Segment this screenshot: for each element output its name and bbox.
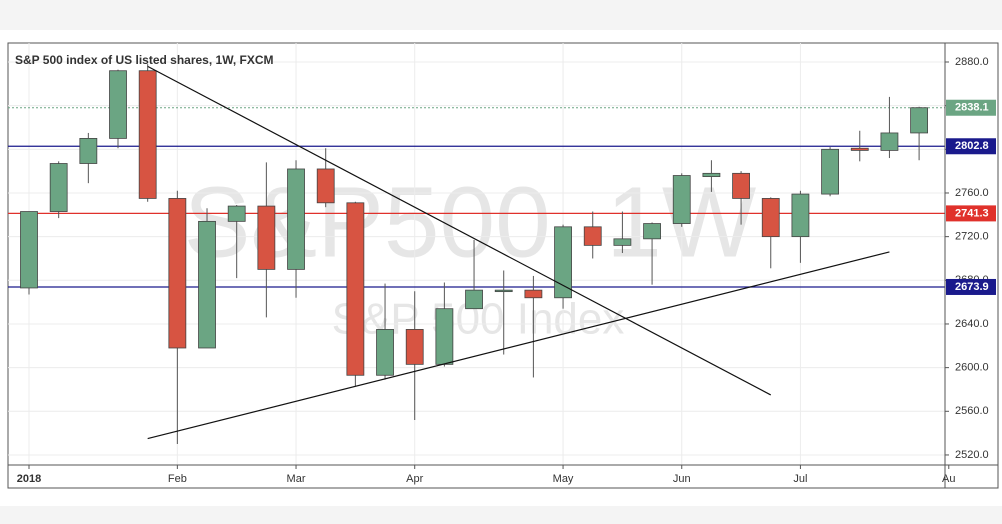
candle-body — [20, 211, 38, 289]
y-tick-label: 2640.0 — [955, 318, 989, 330]
level-label: 2741.3 — [955, 207, 989, 219]
candle-body — [405, 329, 424, 365]
y-tick-label: 2560.0 — [955, 405, 989, 417]
candle-body — [821, 148, 839, 195]
bottom-band — [0, 506, 1002, 524]
candle-body — [79, 138, 98, 164]
candle-body — [49, 163, 68, 212]
level-label-bg — [946, 138, 996, 155]
candle-body — [850, 147, 869, 151]
candle-body — [168, 198, 187, 349]
y-tick-label: 2520.0 — [955, 449, 989, 461]
candle-body — [376, 329, 394, 376]
candle-body — [465, 289, 483, 310]
candle-body — [910, 107, 928, 134]
x-tick-label: Au — [942, 473, 955, 485]
x-tick-label: Mar — [287, 473, 306, 485]
level-label: 2838.1 — [955, 102, 989, 114]
level-label: 2673.9 — [955, 281, 989, 293]
candle-body — [643, 223, 661, 240]
x-tick-label: 2018 — [17, 473, 41, 485]
candle-body — [880, 132, 899, 151]
candle-body — [109, 70, 127, 139]
candle-body — [257, 205, 276, 270]
candle-body — [316, 168, 335, 204]
y-tick-label: 2720.0 — [955, 231, 989, 243]
candle-body — [672, 175, 691, 224]
y-tick-label: 2880.0 — [955, 56, 989, 68]
candle-body — [227, 205, 246, 222]
candle-body — [435, 308, 454, 365]
y-tick-label: 2760.0 — [955, 187, 989, 199]
candle-body — [702, 172, 721, 178]
candle-body — [198, 220, 216, 349]
level-label-bg — [946, 99, 996, 116]
level-label: 2802.8 — [955, 140, 989, 152]
top-band — [0, 0, 1002, 30]
trend-line — [147, 65, 772, 396]
plot: S&P500, 1WS&P 500 Index — [8, 43, 945, 465]
candle-body — [791, 193, 810, 238]
candle-body — [138, 70, 157, 199]
x-tick-label: Jun — [673, 473, 691, 485]
candle-body — [583, 226, 602, 246]
candle-body — [494, 289, 513, 293]
level-label-bg — [946, 278, 996, 295]
x-tick-label: Apr — [406, 473, 423, 485]
y-tick-label: 2600.0 — [955, 362, 989, 374]
candle-body — [732, 172, 750, 199]
trend-line — [147, 251, 890, 440]
candle-body — [287, 168, 305, 270]
level-label-bg — [946, 205, 996, 222]
candle-body — [346, 202, 365, 376]
chart-title: S&P 500 index of US listed shares, 1W, F… — [15, 53, 274, 67]
x-tick-label: Feb — [168, 473, 187, 485]
watermark: S&P500, 1W — [184, 166, 757, 278]
candle-body — [761, 198, 780, 238]
candle-body — [524, 289, 543, 299]
candle-body — [613, 238, 632, 246]
x-tick-label: May — [553, 473, 574, 485]
candle-body — [554, 226, 572, 299]
x-tick-label: Jul — [793, 473, 807, 485]
